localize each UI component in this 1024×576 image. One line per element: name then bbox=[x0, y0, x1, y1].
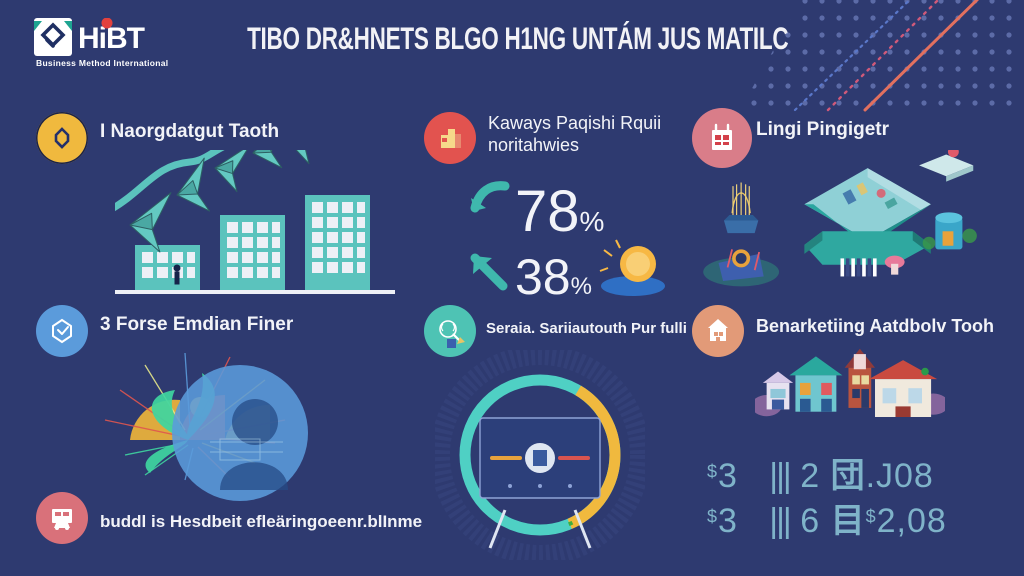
svg-text:Business Method International: Business Method International bbox=[36, 58, 168, 68]
svg-text:HiBT: HiBT bbox=[78, 22, 145, 55]
